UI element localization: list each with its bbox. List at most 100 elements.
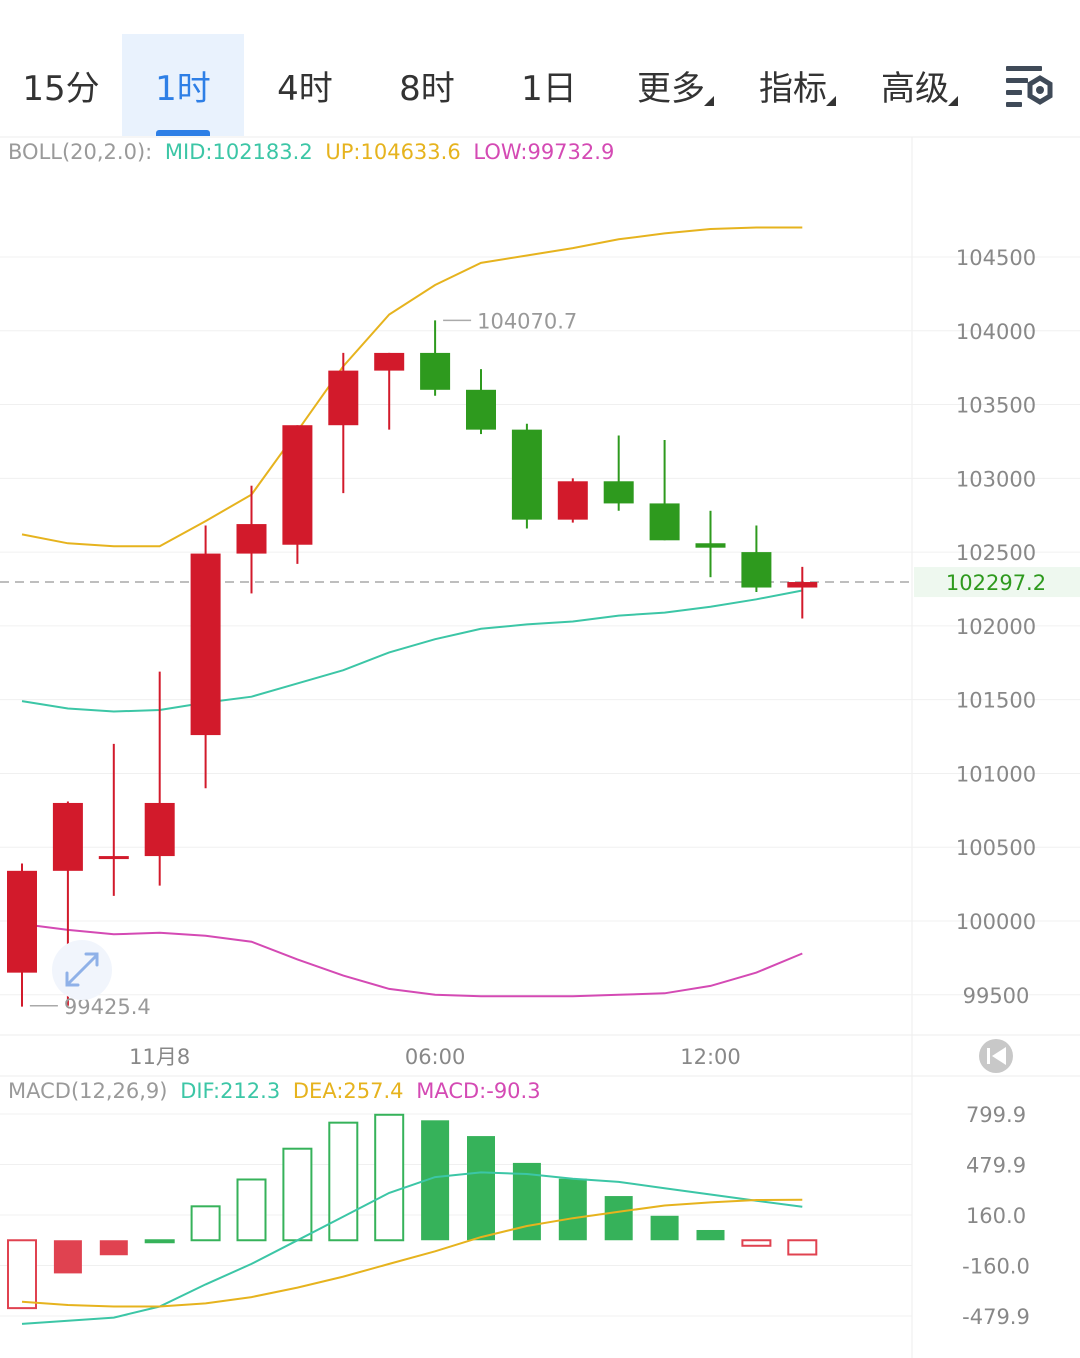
candlestick-series [7,320,818,1007]
candle [98,743,129,896]
active-tab-indicator [156,130,210,136]
candle-body [236,524,267,554]
candle-body [420,352,451,390]
boll-low-line [21,923,803,998]
tab-3[interactable]: 8时 [366,34,488,136]
tab-2[interactable]: 4时 [244,34,366,136]
macd-legend-prefix: MACD(12,26,9) [8,1079,168,1103]
macd-histogram-bar [650,1215,679,1241]
macd-tick-label: 799.9 [966,1103,1026,1127]
macd-histogram-bar [696,1229,725,1241]
price-tick-label: 102500 [956,541,1036,565]
candle [420,320,451,396]
last-price-label: 102297.2 [946,571,1046,595]
high-marker-label: 104070.7 [477,309,577,333]
macd-histogram-bar [190,1205,221,1242]
candle-body [328,370,359,426]
boll-bands [21,226,803,998]
tab-6[interactable]: 指标 [732,34,854,136]
price-tick-label: 101000 [956,762,1036,786]
boll-legend-up: UP:104633.6 [325,140,460,164]
candle-body [282,425,313,545]
candle-body [98,856,129,860]
macd-legend-macd: MACD:-90.3 [416,1079,540,1103]
macd-histogram-bar [282,1147,313,1242]
chart-settings-button[interactable] [1000,58,1060,114]
candle [190,525,221,789]
time-tick-label: 06:00 [405,1045,466,1069]
tab-5[interactable]: 更多 [610,34,732,136]
macd-panel [7,1113,818,1325]
candle [649,439,680,541]
macd-tick-label: -479.9 [962,1305,1030,1329]
macd-legend-dea: DEA:257.4 [293,1079,404,1103]
tab-1[interactable]: 1时 [122,34,244,136]
time-tick-label: 11月8 [129,1045,190,1069]
candle [557,478,588,523]
price-tick-label: 100000 [956,910,1036,934]
tab-label: 更多 [637,68,705,109]
candle-body [144,802,175,857]
boll-legend: BOLL(20,2.0): MID:102183.2 UP:104633.6 L… [8,140,614,164]
grid-lines [0,136,1080,1358]
price-tick-label: 99500 [963,984,1030,1008]
chart-settings-icon [1006,66,1053,107]
price-tick-label: 104500 [956,246,1036,270]
macd-histogram-bar [144,1239,175,1244]
macd-histogram-bar [99,1240,128,1256]
expand-icon [65,952,99,987]
tab-label: 15分 [22,68,100,109]
fullscreen-button[interactable] [52,940,112,1000]
tab-label: 1时 [155,68,211,109]
candle [466,369,496,435]
macd-histogram-bar [787,1239,818,1256]
tab-7[interactable]: 高级 [854,34,976,136]
candle [282,425,313,564]
candle-body [52,802,83,871]
price-tick-label: 100500 [956,836,1036,860]
macd-histogram-bar [558,1178,587,1241]
dropdown-caret-icon [948,96,958,106]
tab-label: 4时 [277,68,333,109]
macd-tick-label: -160.0 [962,1255,1030,1279]
tab-label: 高级 [881,68,949,109]
price-axis: 104500 104000 103500 103000 102500 102000 1015… [29,246,1080,1329]
macd-histogram-bar [53,1240,82,1274]
candle-body [511,429,542,520]
price-tick-label: 103000 [956,467,1036,491]
price-tick-label: 101500 [956,689,1036,713]
tab-label: 8时 [399,68,455,109]
tab-4[interactable]: 1日 [488,34,610,136]
tab-0[interactable]: 15分 [0,34,122,136]
macd-tick-label: 479.9 [966,1154,1026,1178]
macd-histogram-bar [7,1239,37,1310]
candle [741,525,772,592]
candle [603,435,634,511]
scroll-to-latest-button[interactable] [979,1039,1013,1073]
boll-legend-prefix: BOLL(20,2.0): [8,140,152,164]
macd-histogram-bar [604,1196,633,1241]
last-price-tag [914,567,1080,598]
candle-body [695,543,726,548]
price-tick-label: 104000 [956,320,1036,344]
macd-dif-line [21,1171,803,1325]
candle [236,485,267,594]
candle [511,423,542,529]
candle [328,352,359,494]
candle [374,352,405,430]
skip-to-start-icon [987,1047,1006,1065]
candle-body [603,481,634,504]
macd-histogram-bar [467,1136,495,1241]
candle-body [374,352,405,371]
boll-legend-mid: MID:102183.2 [165,140,313,164]
candle-body [557,481,588,520]
boll-up-line [21,226,803,548]
candle [695,510,726,578]
macd-histogram-bar [741,1239,772,1247]
candle [787,566,818,619]
period-tab-bar: 15分 1时 4时 8时 1日 更多 指标 高级 [0,34,1080,136]
candle-body [787,582,818,588]
tab-label: 指标 [759,68,827,109]
tab-label: 1日 [521,68,577,109]
